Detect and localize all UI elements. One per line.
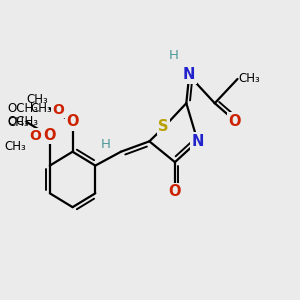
Text: O: O xyxy=(44,128,56,143)
Text: N: N xyxy=(191,134,204,149)
Text: CH₃: CH₃ xyxy=(5,140,27,153)
Text: H: H xyxy=(169,50,178,63)
Text: O: O xyxy=(30,129,41,143)
Text: OCH₃: OCH₃ xyxy=(8,102,38,115)
Text: H: H xyxy=(169,49,178,62)
Text: OCH₃: OCH₃ xyxy=(8,115,38,128)
Text: H: H xyxy=(100,138,110,151)
Text: O: O xyxy=(66,114,79,129)
Text: CH₃: CH₃ xyxy=(8,116,29,129)
Text: CH₃: CH₃ xyxy=(26,93,48,106)
Text: S: S xyxy=(158,119,169,134)
Text: N: N xyxy=(183,67,195,82)
Text: CH₃: CH₃ xyxy=(30,102,52,115)
Text: CH₃: CH₃ xyxy=(238,73,260,85)
Text: O: O xyxy=(52,103,64,117)
Text: H: H xyxy=(103,138,113,151)
Text: O: O xyxy=(169,184,181,199)
Text: O: O xyxy=(228,114,241,129)
